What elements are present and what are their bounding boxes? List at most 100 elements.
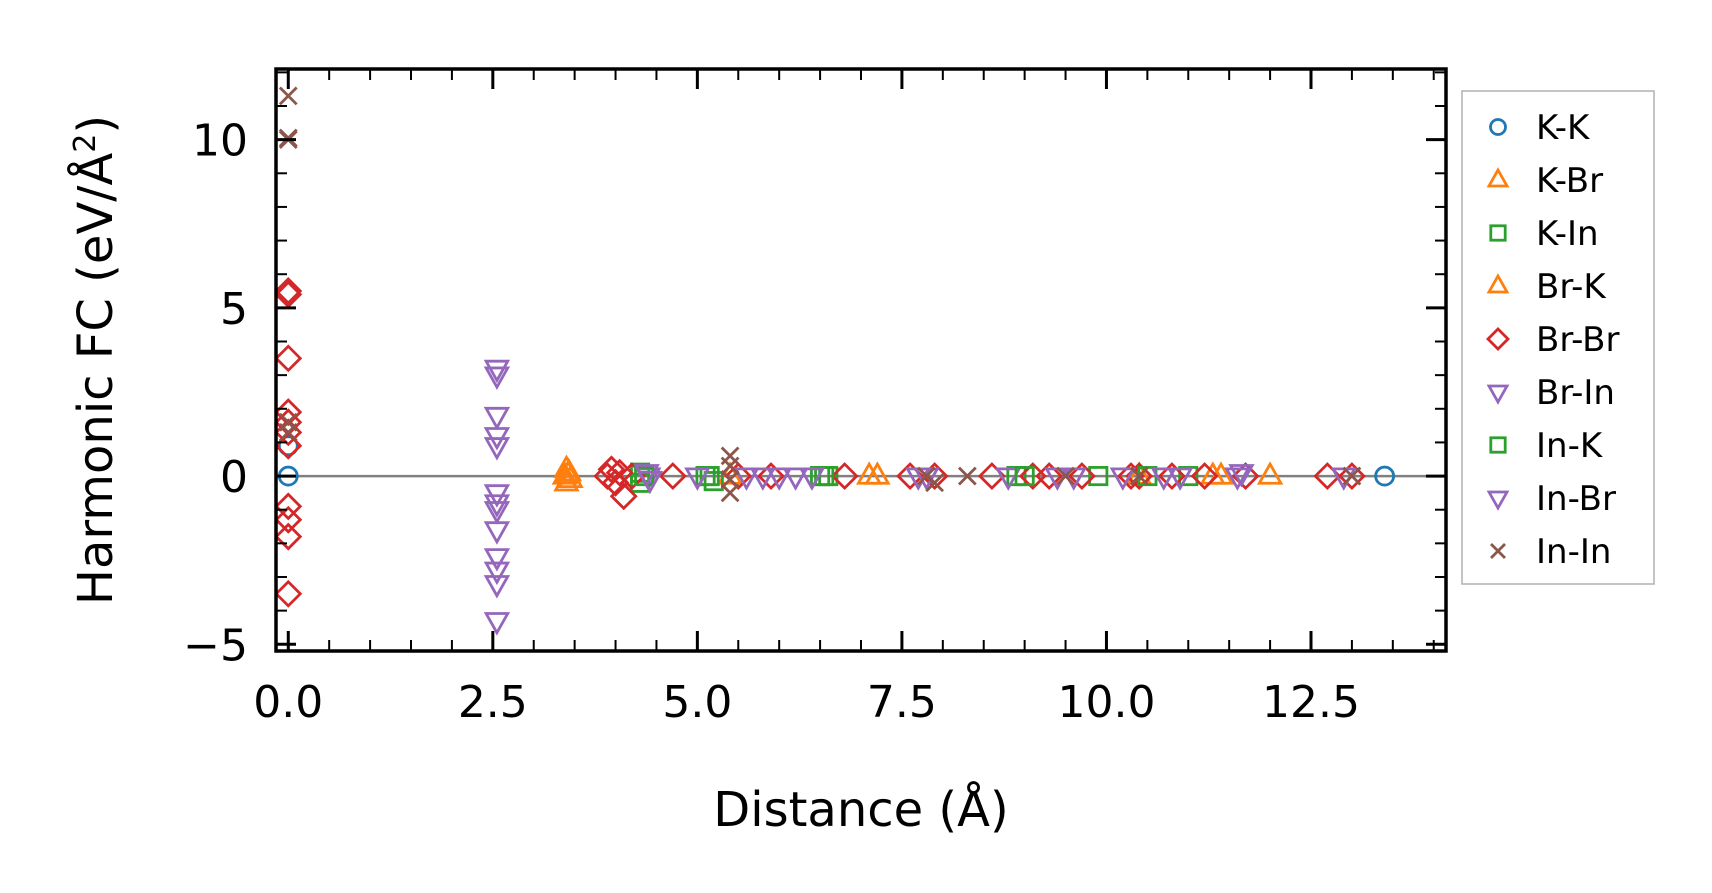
legend-label: Br-Br bbox=[1536, 320, 1620, 360]
legend-marker bbox=[1489, 118, 1507, 136]
data-point bbox=[1231, 462, 1260, 491]
data-point bbox=[274, 522, 303, 551]
legend-marker bbox=[1486, 327, 1510, 351]
legend-item: In-K bbox=[1489, 426, 1604, 466]
data-point bbox=[1228, 464, 1255, 488]
x-tick-label: 12.5 bbox=[1262, 677, 1360, 728]
y-tick-labels: −5 0 5 10 bbox=[183, 116, 248, 672]
data-point bbox=[995, 467, 1022, 491]
data-point bbox=[814, 466, 835, 487]
data-point bbox=[925, 473, 945, 493]
data-point bbox=[483, 494, 511, 518]
data-point bbox=[274, 505, 303, 534]
data-point bbox=[1178, 466, 1199, 487]
data-point bbox=[274, 344, 303, 373]
series-br-k bbox=[551, 457, 1235, 485]
data-point bbox=[1256, 461, 1284, 485]
data-point bbox=[733, 467, 760, 491]
legend-item: In-Br bbox=[1486, 479, 1616, 519]
data-point bbox=[483, 561, 511, 586]
data-point bbox=[483, 359, 511, 384]
data-point bbox=[483, 366, 511, 390]
data-point bbox=[483, 575, 511, 599]
data-point bbox=[1088, 466, 1109, 487]
data-point bbox=[1035, 462, 1064, 491]
data-point bbox=[483, 501, 511, 525]
data-point bbox=[1166, 467, 1194, 491]
data-point bbox=[483, 612, 511, 636]
legend-marker bbox=[1486, 167, 1510, 188]
data-point bbox=[957, 466, 977, 486]
data-point bbox=[699, 466, 720, 487]
legend-label: Br-In bbox=[1536, 373, 1615, 413]
data-point bbox=[1190, 462, 1219, 491]
data-point bbox=[1342, 466, 1362, 486]
data-point bbox=[1157, 462, 1186, 491]
data-point bbox=[720, 470, 740, 489]
legend-item: K-In bbox=[1489, 214, 1599, 254]
legend: K-K K-Br K-In Br-K Br-Br Br-In In-K In-Br In-In bbox=[1461, 90, 1655, 585]
data-point bbox=[782, 467, 809, 491]
legend-label: In-In bbox=[1536, 532, 1611, 572]
data-point bbox=[749, 467, 777, 491]
data-point bbox=[757, 462, 785, 491]
data-point bbox=[798, 467, 826, 491]
y-axis-label-main: Harmonic FC (eV/Å bbox=[67, 153, 124, 606]
data-point bbox=[277, 435, 299, 457]
series-in-in bbox=[278, 86, 1362, 503]
data-point bbox=[1150, 467, 1177, 491]
data-point bbox=[483, 406, 511, 431]
legend-label: Br-K bbox=[1536, 267, 1607, 307]
data-point bbox=[658, 462, 687, 491]
x-axis-label: Distance (Å) bbox=[713, 781, 1008, 838]
data-point bbox=[557, 464, 584, 489]
data-point bbox=[636, 470, 664, 495]
plot-frame bbox=[274, 67, 1448, 653]
x-tick-label: 5.0 bbox=[662, 677, 732, 728]
legend-marker bbox=[1490, 543, 1506, 559]
legend-label: K-Br bbox=[1536, 161, 1603, 201]
data-point bbox=[597, 455, 626, 484]
y-axis-label: Harmonic FC (eV/Å2) bbox=[67, 115, 124, 605]
x-tick-label: 0.0 bbox=[253, 677, 323, 728]
y-tick-label: 0 bbox=[220, 452, 248, 503]
data-point bbox=[1014, 466, 1035, 487]
x-tick-label: 10.0 bbox=[1057, 677, 1155, 728]
legend-label: In-K bbox=[1536, 426, 1604, 466]
legend-item: In-In bbox=[1490, 532, 1611, 572]
data-point bbox=[684, 467, 711, 491]
axis-ticks bbox=[276, 69, 1446, 651]
x-tick-labels: 0.0 2.5 5.0 7.5 10.0 12.5 bbox=[253, 677, 1360, 728]
legend-marker bbox=[1486, 384, 1510, 405]
data-point bbox=[1374, 465, 1396, 487]
legend-marker bbox=[1489, 224, 1507, 242]
data-point bbox=[703, 471, 724, 492]
y-tick-label: −5 bbox=[183, 620, 248, 671]
legend-item: Br-Br bbox=[1486, 320, 1620, 360]
data-point bbox=[855, 461, 883, 485]
legend-marker bbox=[1486, 273, 1510, 294]
data-point bbox=[1109, 467, 1137, 491]
data-point bbox=[1224, 467, 1251, 491]
data-point bbox=[830, 462, 859, 491]
data-point bbox=[724, 462, 753, 491]
data-point bbox=[1056, 466, 1075, 486]
data-point bbox=[274, 492, 303, 521]
y-tick-label: 5 bbox=[220, 284, 248, 335]
x-tick-label: 7.5 bbox=[867, 677, 937, 728]
data-point bbox=[274, 277, 303, 306]
data-point bbox=[765, 467, 793, 491]
legend-label: In-Br bbox=[1536, 479, 1616, 519]
legend-marker bbox=[1489, 436, 1507, 454]
legend-items: K-K K-Br K-In Br-K Br-Br Br-In In-K In-Br In-In bbox=[1486, 108, 1620, 572]
data-point bbox=[1129, 466, 1149, 486]
data-point bbox=[274, 579, 303, 608]
data-point bbox=[720, 456, 740, 476]
legend-label: K-K bbox=[1536, 108, 1591, 148]
data-point bbox=[720, 483, 740, 503]
data-point bbox=[483, 548, 511, 572]
legend-item: K-Br bbox=[1486, 161, 1603, 201]
data-point bbox=[1337, 462, 1366, 491]
y-tick-label: 10 bbox=[192, 116, 248, 167]
